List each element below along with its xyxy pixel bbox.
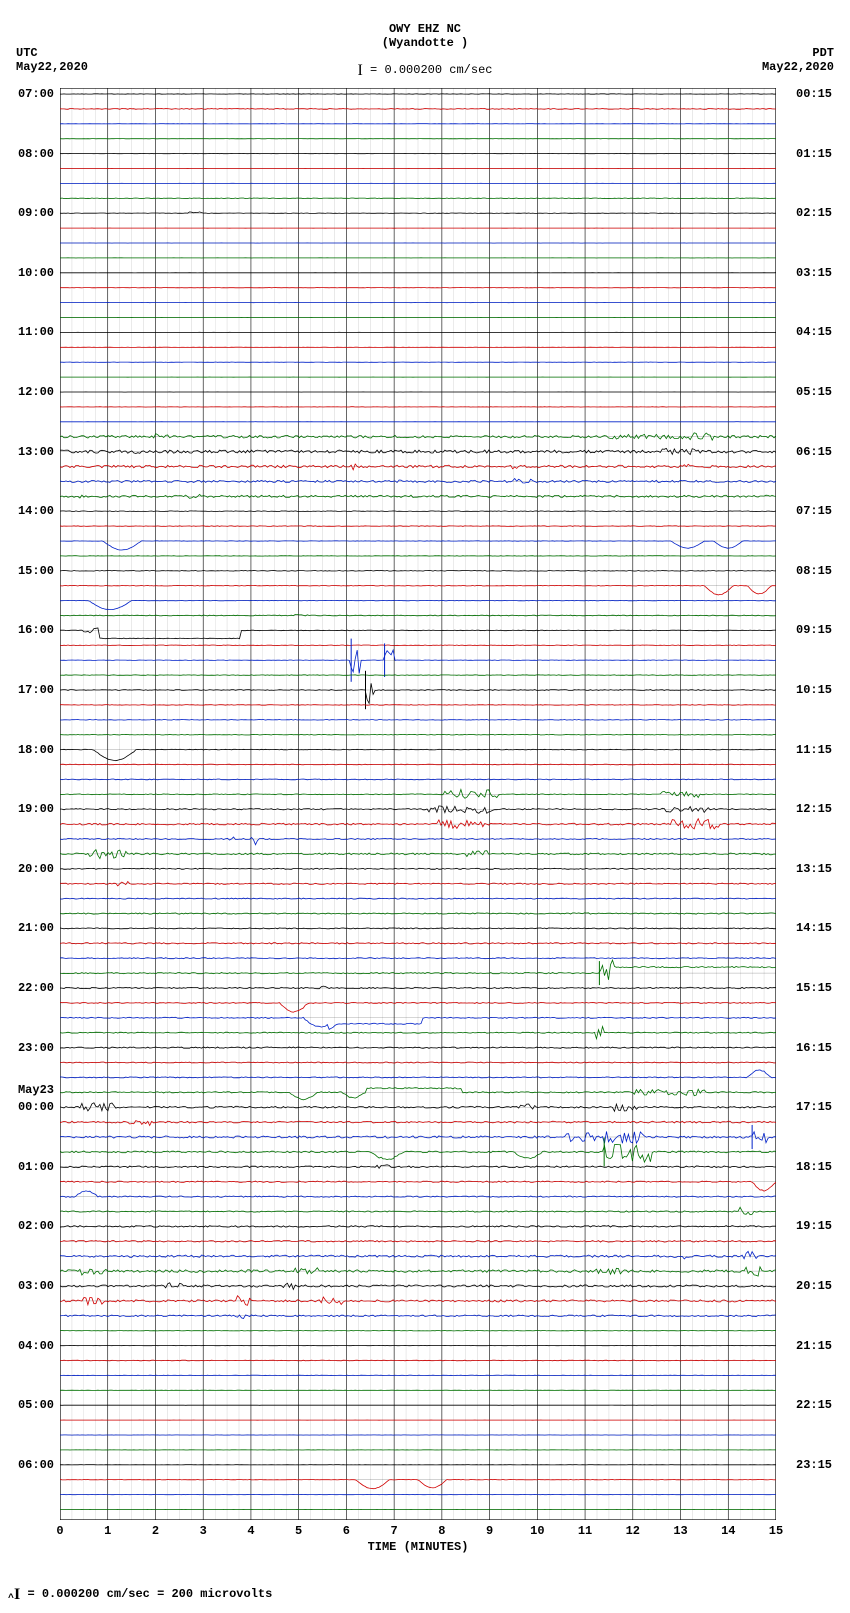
scale-text: = 0.000200 cm/sec bbox=[370, 63, 492, 77]
helicorder-svg bbox=[60, 88, 776, 1520]
right-time-label: 05:15 bbox=[796, 386, 832, 398]
left-time-label: 04:00 bbox=[18, 1340, 54, 1352]
right-time-label: 11:15 bbox=[796, 744, 832, 756]
x-axis: TIME (MINUTES) 0123456789101112131415 bbox=[60, 1524, 776, 1564]
footer-note: ^I = 0.000200 cm/sec = 200 microvolts bbox=[8, 1586, 272, 1604]
right-time-label: 10:15 bbox=[796, 684, 832, 696]
right-time-label: 00:15 bbox=[796, 88, 832, 100]
left-time-label: 03:00 bbox=[18, 1280, 54, 1292]
right-time-label: 13:15 bbox=[796, 863, 832, 875]
x-tick: 2 bbox=[152, 1524, 159, 1538]
right-time-label: 21:15 bbox=[796, 1340, 832, 1352]
x-tick: 14 bbox=[721, 1524, 735, 1538]
x-tick: 5 bbox=[295, 1524, 302, 1538]
right-time-label: 06:15 bbox=[796, 446, 832, 458]
left-time-label: 14:00 bbox=[18, 505, 54, 517]
left-time-label: 21:00 bbox=[18, 922, 54, 934]
left-time-label: 11:00 bbox=[18, 326, 54, 338]
right-time-label: 22:15 bbox=[796, 1399, 832, 1411]
scale-bar-icon: I bbox=[358, 62, 363, 80]
scale-legend: I = 0.000200 cm/sec bbox=[0, 62, 850, 80]
left-time-label: 16:00 bbox=[18, 624, 54, 636]
right-time-label: 12:15 bbox=[796, 803, 832, 815]
tz-right-date: May22,2020 bbox=[762, 60, 834, 74]
x-tick: 10 bbox=[530, 1524, 544, 1538]
left-time-label: 12:00 bbox=[18, 386, 54, 398]
x-tick: 0 bbox=[56, 1524, 63, 1538]
right-time-label: 04:15 bbox=[796, 326, 832, 338]
right-time-label: 01:15 bbox=[796, 148, 832, 160]
x-tick: 1 bbox=[104, 1524, 111, 1538]
tz-left-date: May22,2020 bbox=[16, 60, 88, 74]
x-axis-title: TIME (MINUTES) bbox=[60, 1540, 776, 1554]
seismogram-page: OWY EHZ NC (Wyandotte ) I = 0.000200 cm/… bbox=[0, 0, 850, 1613]
tz-left-name: UTC bbox=[16, 46, 88, 60]
right-time-labels: 00:15 01:15 02:15 03:15 04:15 05:15 06:15 07:15… bbox=[792, 88, 850, 1520]
left-time-label: 17:00 bbox=[18, 684, 54, 696]
right-time-label: 19:15 bbox=[796, 1220, 832, 1232]
left-time-label: 18:00 bbox=[18, 744, 54, 756]
left-time-label: 08:00 bbox=[18, 148, 54, 160]
right-time-label: 18:15 bbox=[796, 1161, 832, 1173]
left-time-label: 23:00 bbox=[18, 1042, 54, 1054]
left-time-label: 02:00 bbox=[18, 1220, 54, 1232]
x-tick: 4 bbox=[247, 1524, 254, 1538]
left-time-label: 00:00 bbox=[18, 1101, 54, 1113]
x-tick: 15 bbox=[769, 1524, 783, 1538]
x-tick: 6 bbox=[343, 1524, 350, 1538]
x-tick: 13 bbox=[673, 1524, 687, 1538]
left-time-labels: 07:00 08:00 09:00 10:00 11:00 12:00 13:00 14:00… bbox=[0, 88, 58, 1520]
x-tick: 3 bbox=[200, 1524, 207, 1538]
right-time-label: 07:15 bbox=[796, 505, 832, 517]
helicorder-plot bbox=[60, 88, 776, 1520]
station-code: OWY EHZ NC bbox=[0, 22, 850, 36]
right-time-label: 23:15 bbox=[796, 1459, 832, 1471]
left-time-label: 05:00 bbox=[18, 1399, 54, 1411]
scale-bar-icon: I bbox=[14, 1586, 20, 1604]
right-time-label: 09:15 bbox=[796, 624, 832, 636]
left-time-label: May23 bbox=[18, 1084, 54, 1096]
tz-right: PDT May22,2020 bbox=[762, 46, 834, 74]
station-location: (Wyandotte ) bbox=[0, 36, 850, 50]
right-time-label: 15:15 bbox=[796, 982, 832, 994]
right-time-label: 03:15 bbox=[796, 267, 832, 279]
x-tick: 11 bbox=[578, 1524, 592, 1538]
right-time-label: 17:15 bbox=[796, 1101, 832, 1113]
tz-left: UTC May22,2020 bbox=[16, 46, 88, 74]
right-time-label: 08:15 bbox=[796, 565, 832, 577]
left-time-label: 09:00 bbox=[18, 207, 54, 219]
x-tick: 9 bbox=[486, 1524, 493, 1538]
left-time-label: 19:00 bbox=[18, 803, 54, 815]
left-time-label: 22:00 bbox=[18, 982, 54, 994]
left-time-label: 15:00 bbox=[18, 565, 54, 577]
tz-right-name: PDT bbox=[762, 46, 834, 60]
x-tick: 12 bbox=[626, 1524, 640, 1538]
left-time-label: 13:00 bbox=[18, 446, 54, 458]
header: OWY EHZ NC (Wyandotte ) bbox=[0, 22, 850, 50]
left-time-label: 01:00 bbox=[18, 1161, 54, 1173]
footer-text: = 0.000200 cm/sec = 200 microvolts bbox=[27, 1587, 272, 1601]
left-time-label: 10:00 bbox=[18, 267, 54, 279]
left-time-label: 20:00 bbox=[18, 863, 54, 875]
right-time-label: 02:15 bbox=[796, 207, 832, 219]
left-time-label: 07:00 bbox=[18, 88, 54, 100]
x-tick: 7 bbox=[391, 1524, 398, 1538]
right-time-label: 14:15 bbox=[796, 922, 832, 934]
left-time-label: 06:00 bbox=[18, 1459, 54, 1471]
right-time-label: 16:15 bbox=[796, 1042, 832, 1054]
right-time-label: 20:15 bbox=[796, 1280, 832, 1292]
x-tick: 8 bbox=[438, 1524, 445, 1538]
